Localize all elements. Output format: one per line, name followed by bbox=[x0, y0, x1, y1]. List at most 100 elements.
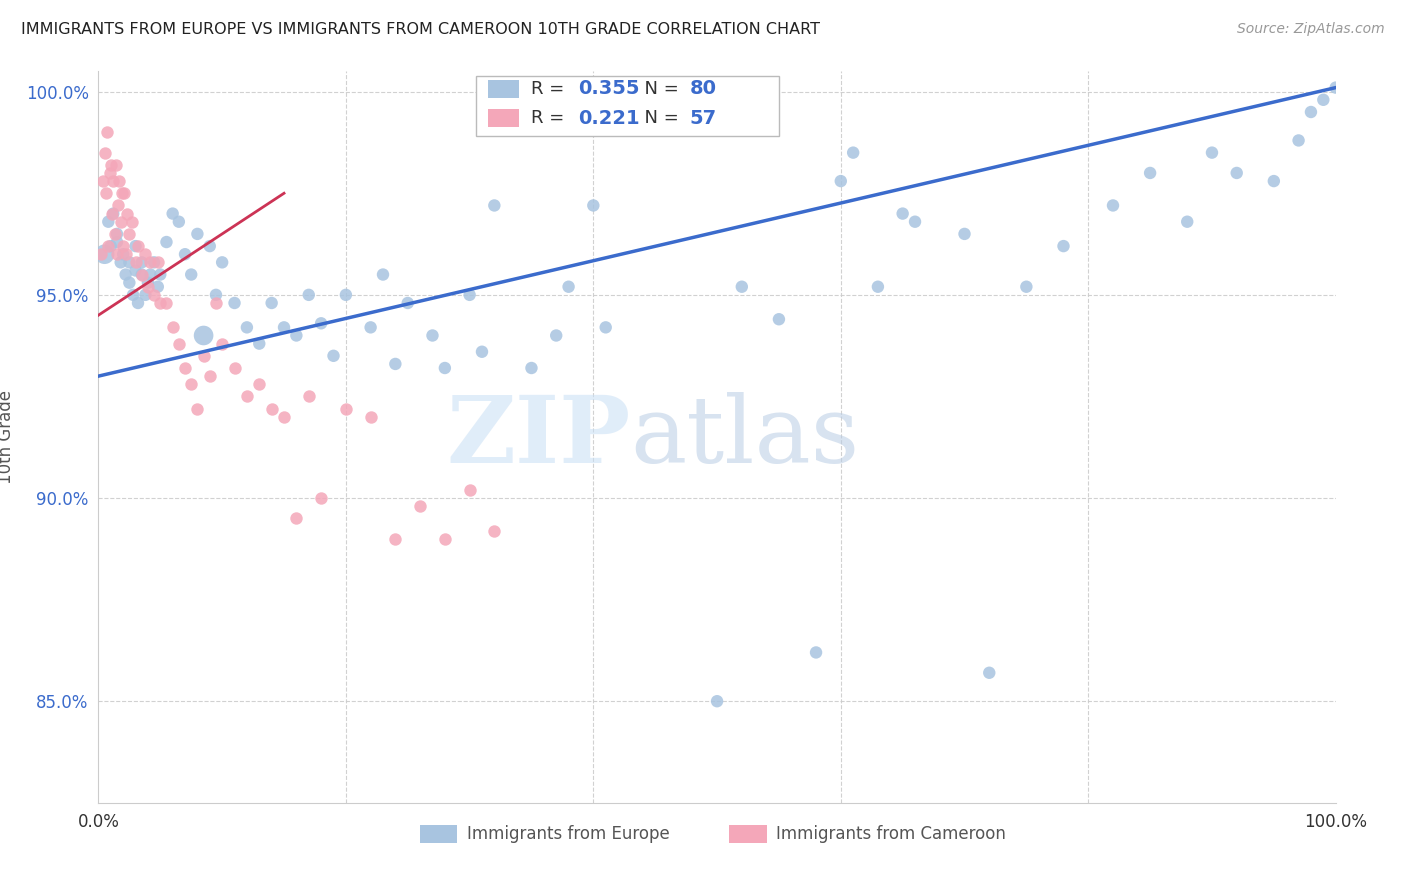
Point bbox=[224, 361, 246, 376]
Point bbox=[842, 145, 865, 160]
Text: 0.221: 0.221 bbox=[578, 109, 640, 128]
Point bbox=[360, 409, 382, 424]
Point bbox=[731, 279, 754, 293]
Point bbox=[93, 247, 115, 261]
Point bbox=[131, 255, 153, 269]
Point bbox=[146, 255, 169, 269]
Point bbox=[134, 288, 156, 302]
Point bbox=[260, 401, 283, 416]
Point bbox=[396, 296, 419, 310]
Point bbox=[96, 125, 118, 139]
Point bbox=[804, 645, 827, 659]
Point bbox=[1288, 133, 1310, 147]
Point bbox=[100, 239, 122, 253]
Point bbox=[105, 235, 128, 249]
Point bbox=[595, 320, 617, 334]
Point bbox=[105, 247, 128, 261]
Point bbox=[1052, 239, 1074, 253]
Point bbox=[891, 206, 914, 220]
Point bbox=[1263, 174, 1285, 188]
Point bbox=[146, 279, 169, 293]
Point bbox=[830, 174, 852, 188]
Point bbox=[93, 145, 115, 160]
Point bbox=[174, 247, 197, 261]
Point bbox=[384, 357, 406, 371]
Point bbox=[112, 239, 135, 253]
Point bbox=[149, 268, 172, 282]
Point bbox=[236, 389, 259, 403]
Bar bbox=[730, 825, 766, 843]
Point bbox=[458, 288, 481, 302]
Point bbox=[866, 279, 889, 293]
Point bbox=[1201, 145, 1223, 160]
Point bbox=[582, 198, 605, 212]
Point bbox=[122, 288, 145, 302]
Point bbox=[433, 361, 456, 376]
Point bbox=[136, 276, 159, 290]
Point bbox=[285, 511, 308, 525]
Point bbox=[167, 215, 190, 229]
Point bbox=[162, 320, 184, 334]
Point bbox=[309, 491, 332, 505]
Text: IMMIGRANTS FROM EUROPE VS IMMIGRANTS FROM CAMEROON 10TH GRADE CORRELATION CHART: IMMIGRANTS FROM EUROPE VS IMMIGRANTS FRO… bbox=[21, 22, 820, 37]
Point bbox=[143, 255, 166, 269]
Point bbox=[115, 206, 138, 220]
Point bbox=[110, 255, 132, 269]
Point bbox=[298, 288, 321, 302]
Point bbox=[97, 215, 120, 229]
Point bbox=[205, 288, 228, 302]
Point bbox=[309, 316, 332, 330]
Point bbox=[1226, 166, 1249, 180]
Text: 57: 57 bbox=[690, 109, 717, 128]
Point bbox=[114, 247, 136, 261]
Point bbox=[103, 174, 125, 188]
Point bbox=[247, 377, 270, 392]
Point bbox=[131, 268, 153, 282]
Point bbox=[111, 186, 134, 201]
Point bbox=[101, 206, 124, 220]
Text: Immigrants from Europe: Immigrants from Europe bbox=[467, 825, 669, 843]
Point bbox=[433, 532, 456, 546]
Text: Immigrants from Cameroon: Immigrants from Cameroon bbox=[776, 825, 1007, 843]
Point bbox=[409, 499, 432, 513]
Point bbox=[112, 186, 135, 201]
Point bbox=[298, 389, 321, 403]
Text: atlas: atlas bbox=[630, 392, 859, 482]
Point bbox=[103, 206, 125, 220]
Point bbox=[236, 320, 259, 334]
Point bbox=[247, 336, 270, 351]
Point bbox=[484, 524, 506, 538]
Point bbox=[422, 328, 444, 343]
Point bbox=[180, 377, 202, 392]
Text: R =: R = bbox=[531, 80, 571, 98]
Bar bbox=[488, 110, 519, 127]
Point bbox=[105, 227, 128, 241]
Text: ZIP: ZIP bbox=[446, 392, 630, 482]
Point bbox=[186, 401, 208, 416]
Point bbox=[149, 296, 172, 310]
Point bbox=[193, 328, 215, 343]
Point bbox=[484, 198, 506, 212]
Point bbox=[136, 279, 159, 293]
Point bbox=[167, 336, 190, 351]
Point bbox=[224, 296, 246, 310]
Text: Source: ZipAtlas.com: Source: ZipAtlas.com bbox=[1237, 22, 1385, 37]
Text: R =: R = bbox=[531, 109, 571, 128]
Point bbox=[127, 296, 149, 310]
Point bbox=[384, 532, 406, 546]
Text: 80: 80 bbox=[690, 79, 717, 98]
Point bbox=[110, 215, 132, 229]
Point bbox=[335, 401, 357, 416]
Point bbox=[205, 296, 228, 310]
Point bbox=[139, 268, 162, 282]
Point bbox=[100, 158, 122, 172]
Bar bbox=[488, 80, 519, 98]
Point bbox=[198, 369, 221, 384]
Point bbox=[1324, 80, 1347, 95]
Point bbox=[953, 227, 976, 241]
Point bbox=[193, 349, 215, 363]
Text: 0.355: 0.355 bbox=[578, 79, 640, 98]
Point bbox=[211, 336, 233, 351]
Point bbox=[706, 694, 728, 708]
Point bbox=[360, 320, 382, 334]
